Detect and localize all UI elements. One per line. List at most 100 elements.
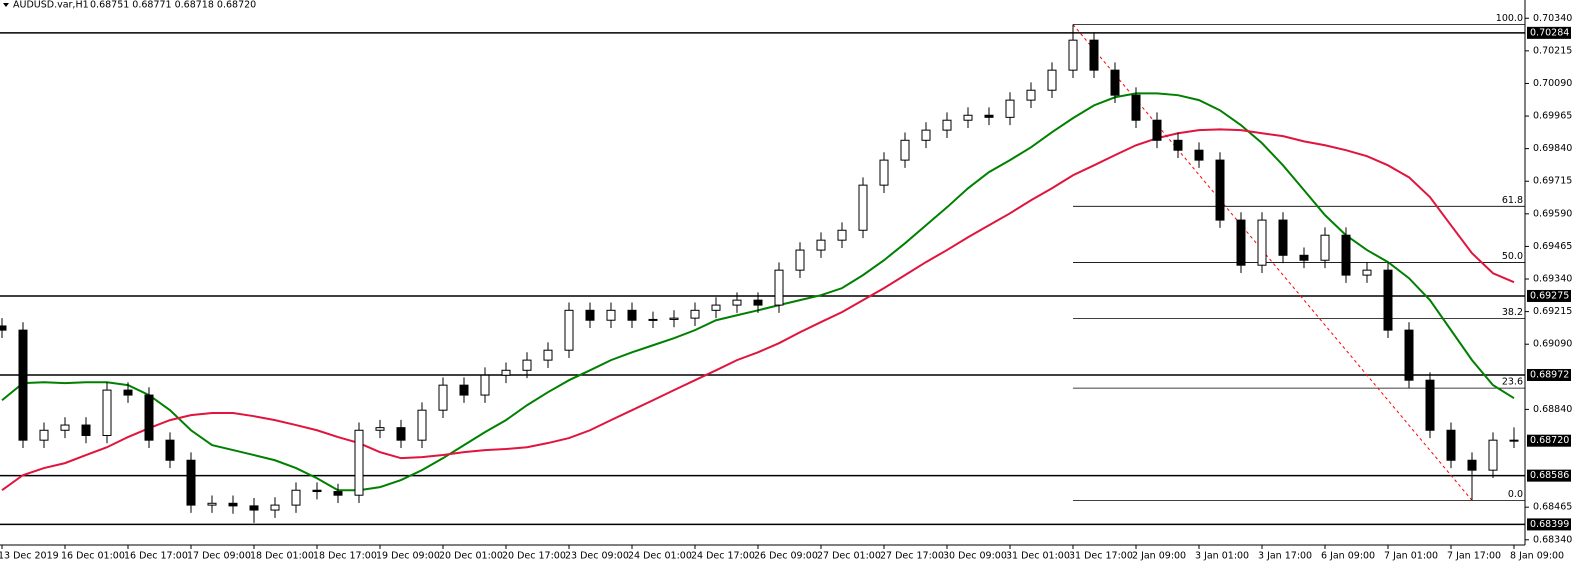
candle-body	[1425, 379, 1435, 431]
x-tick-label: 3 Jan 01:00	[1195, 551, 1249, 562]
y-tick-label: 0.69965	[1533, 111, 1572, 122]
x-tick-label: 16 Dec 01:00	[61, 551, 125, 562]
candle-body	[417, 409, 427, 441]
candle-body	[1509, 439, 1519, 442]
candle-body	[1236, 219, 1246, 266]
level-label-box	[1527, 289, 1571, 302]
candle-body	[1068, 39, 1078, 71]
candle-body	[1404, 329, 1414, 381]
candle-body	[1362, 269, 1372, 276]
candle-body	[690, 309, 700, 319]
candle-body	[816, 239, 826, 251]
x-tick-label: 6 Jan 09:00	[1321, 551, 1375, 562]
y-tick-label: 0.70090	[1533, 78, 1572, 89]
candle-body	[1320, 234, 1330, 261]
candle-body	[1467, 459, 1477, 471]
candle-body	[312, 489, 322, 493]
candle-body	[732, 299, 742, 306]
candle-body	[1341, 234, 1351, 276]
ohlc-header: 0.68751 0.68771 0.68718 0.68720	[90, 0, 256, 11]
candle-body	[39, 429, 49, 441]
candle-body	[291, 489, 301, 506]
candle-body	[1299, 254, 1309, 261]
x-tick-label: 17 Dec 09:00	[187, 551, 251, 562]
candle-body	[333, 491, 343, 496]
candle-body	[1215, 159, 1225, 221]
candle-body	[165, 439, 175, 461]
candle-body	[900, 139, 910, 161]
candle-body	[102, 389, 112, 436]
level-label: 0.69275	[1530, 290, 1569, 301]
candle-body	[921, 129, 931, 141]
candle-body	[375, 427, 385, 431]
candle-body	[186, 459, 196, 506]
chart-title: AUDUSD.var,H1	[13, 0, 89, 11]
level-label-box	[1527, 368, 1571, 381]
candle-body	[81, 424, 91, 436]
candle-body	[354, 429, 364, 496]
fib-label: 38.2	[1502, 307, 1523, 318]
x-tick-label: 27 Dec 01:00	[817, 551, 881, 562]
candle-body	[1026, 89, 1036, 101]
y-tick-label: 0.69340	[1533, 274, 1572, 285]
fib-label: 50.0	[1502, 251, 1523, 262]
x-tick-label: 13 Dec 2019	[0, 551, 59, 562]
candle-body	[648, 318, 658, 321]
y-tick-label: 0.68465	[1533, 502, 1572, 513]
candle-body	[879, 159, 889, 186]
candle-body	[1488, 439, 1498, 471]
x-tick-label: 24 Dec 17:00	[691, 551, 755, 562]
x-tick-label: 7 Jan 17:00	[1447, 551, 1501, 562]
level-label: 0.68399	[1530, 519, 1569, 530]
level-label-box	[1527, 26, 1571, 39]
menu-arrow	[3, 3, 9, 7]
x-tick-label: 8 Jan 09:00	[1510, 551, 1564, 562]
y-tick-label: 0.68340	[1533, 534, 1572, 545]
candle-body	[396, 427, 406, 441]
y-tick-label: 0.69215	[1533, 306, 1572, 317]
candle-body	[543, 349, 553, 361]
candle-body	[564, 309, 574, 351]
y-tick-label: 0.68840	[1533, 404, 1572, 415]
last-price-box	[1527, 434, 1571, 447]
x-tick-label: 16 Dec 17:00	[124, 551, 188, 562]
moving-average	[1, 128, 1515, 492]
candle-body	[1089, 39, 1099, 71]
candle-body	[459, 384, 469, 396]
candle-body	[60, 424, 70, 431]
candle-body	[438, 384, 448, 411]
candle-body	[228, 502, 238, 507]
last-price-label: 0.68720	[1530, 435, 1569, 446]
x-tick-label: 3 Jan 17:00	[1258, 551, 1312, 562]
candle-body	[270, 504, 280, 511]
level-label-box	[1527, 518, 1571, 531]
candle-body	[1005, 99, 1015, 118]
level-label: 0.68586	[1530, 470, 1569, 481]
candle-body	[963, 114, 973, 121]
candle-body	[711, 304, 721, 311]
y-tick-label: 0.69590	[1533, 208, 1572, 219]
candle-body	[0, 325, 7, 331]
y-tick-label: 0.69090	[1533, 339, 1572, 350]
candle-body	[606, 309, 616, 321]
x-tick-label: 19 Dec 09:00	[376, 551, 440, 562]
candle-body	[585, 309, 595, 321]
candle-body	[1383, 269, 1393, 331]
candle-body	[942, 119, 952, 131]
candle-body	[1278, 219, 1288, 256]
y-tick-label: 0.69715	[1533, 176, 1572, 187]
level-label: 0.68972	[1530, 369, 1569, 380]
fib-label: 0.0	[1508, 489, 1523, 500]
x-tick-label: 31 Dec 01:00	[1006, 551, 1070, 562]
candle-body	[858, 184, 868, 231]
candle-body	[249, 505, 259, 511]
candle-body	[18, 329, 28, 441]
candle-body	[795, 249, 805, 271]
x-tick-label: 20 Dec 01:00	[439, 551, 503, 562]
candle-body	[501, 369, 511, 376]
level-label-box	[1527, 469, 1571, 482]
x-tick-label: 2 Jan 09:00	[1132, 551, 1186, 562]
candle-body	[1257, 219, 1267, 266]
